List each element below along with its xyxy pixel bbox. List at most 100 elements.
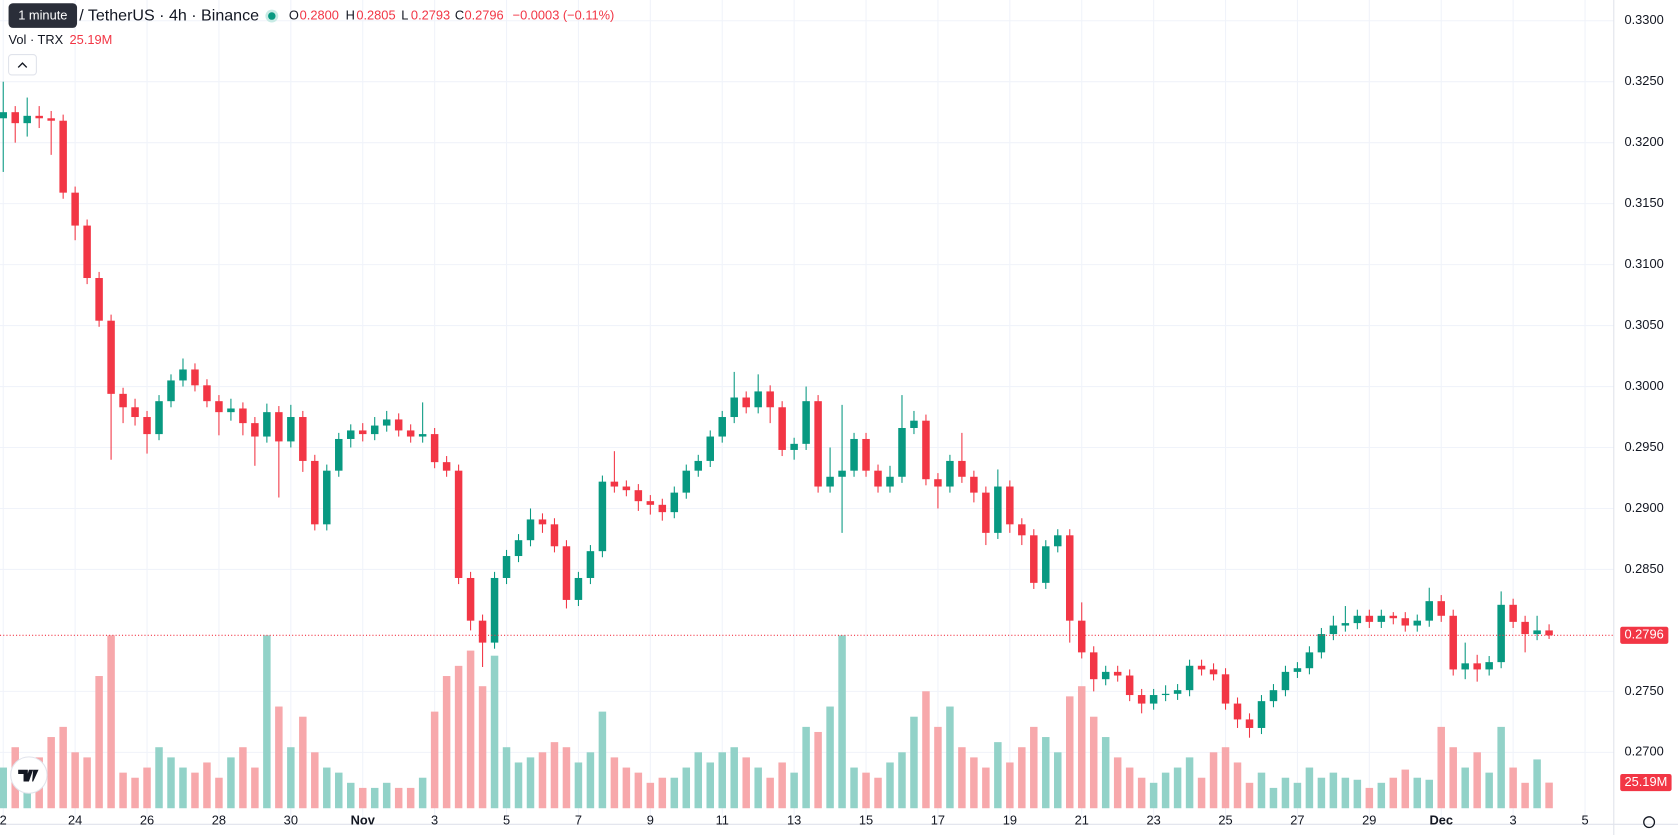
volume-bar [718, 752, 726, 809]
x-tick-label: 21 [1075, 812, 1089, 827]
candle-body [1089, 652, 1098, 680]
volume-bar [155, 747, 163, 809]
candle-body [742, 397, 750, 408]
volume-bar [994, 742, 1002, 809]
volume-bar [1293, 782, 1302, 809]
candle-body [1113, 671, 1122, 676]
volume-bar [1185, 757, 1194, 809]
candle-body [1185, 665, 1194, 691]
legend-open: 0.2800 [300, 7, 339, 22]
last-price-badge [1620, 626, 1669, 644]
volume-bar [143, 767, 151, 809]
volume-bar [730, 747, 738, 809]
candle-body [874, 470, 882, 487]
y-tick-label: 0.3150 [1624, 195, 1663, 210]
symbol-title[interactable]: / TetherUS · 4h · Binance [79, 6, 259, 24]
y-tick-label: 0.3100 [1624, 256, 1663, 271]
legend-c-label: C [455, 7, 464, 22]
candle-body [1461, 663, 1469, 670]
volume-bar [1257, 772, 1266, 809]
volume-bar [1533, 759, 1541, 809]
axes: 0.3300 0.3250 0.3200 0.3150 0.3100 0.3050 0.30… [0, 12, 1672, 827]
candle-body [1329, 625, 1338, 635]
candle-body [790, 443, 798, 450]
legend-h-label: H [346, 7, 355, 22]
candle-body [1101, 671, 1110, 680]
volume-bar [682, 767, 691, 809]
volume-bar [1245, 782, 1254, 809]
volume-bar [119, 772, 127, 809]
candle-body [167, 380, 175, 402]
volume-bar [1473, 752, 1481, 809]
volume-bar [862, 772, 870, 809]
volume-bar [95, 676, 103, 809]
candle-body [143, 417, 151, 435]
candle-body [490, 577, 499, 643]
volume-bar [982, 767, 990, 809]
candle-body [1497, 604, 1505, 663]
candle-body [622, 486, 631, 491]
volume-label: Vol · TRX [9, 32, 64, 47]
x-tick-label: 15 [859, 812, 873, 827]
candle-body [1173, 690, 1182, 694]
candle-body [1042, 546, 1050, 583]
candle-body [1006, 486, 1014, 525]
y-tick-label: 0.2700 [1624, 744, 1663, 759]
volume-bar [347, 782, 355, 809]
candle-body [1161, 693, 1170, 696]
volume-bar [1437, 726, 1445, 809]
volume-bar [1197, 777, 1206, 809]
candle-body [239, 408, 247, 424]
candle-body [814, 401, 822, 487]
volume-bar [71, 752, 79, 809]
volume-bar [263, 635, 271, 809]
volume-bar [191, 772, 199, 809]
settings-icon[interactable] [1643, 816, 1656, 829]
y-tick-label: 0.2950 [1624, 439, 1663, 454]
volume-bar [754, 767, 762, 809]
candle-body [1054, 535, 1062, 547]
volume-bar [706, 762, 714, 809]
candles [0, 81, 1614, 738]
candle-body [335, 438, 343, 471]
volume-bar [358, 787, 367, 809]
volume-bar [550, 742, 559, 809]
y-tick-label: 0.3200 [1624, 134, 1663, 149]
candle-body [1125, 675, 1134, 696]
volume-bar [1281, 777, 1290, 809]
candle-body [1233, 703, 1242, 720]
legend-change: −0.0003 (−0.11%) [513, 7, 615, 22]
candle-body [478, 620, 487, 643]
x-tick-label: 9 [647, 812, 654, 827]
x-tick-label: 24 [68, 812, 82, 827]
volume-bar [898, 752, 906, 809]
candle-body [131, 407, 139, 418]
candle-body [1149, 695, 1158, 704]
collapse-button[interactable] [8, 54, 37, 76]
volume-bar [742, 757, 750, 809]
legend-high: 0.2805 [356, 7, 395, 22]
candle-body [119, 393, 127, 408]
volume-bar [382, 782, 391, 809]
volume-value: 25.19M [70, 32, 113, 47]
volume-bar [1161, 772, 1170, 809]
candle-body [754, 391, 762, 408]
candle-body [382, 419, 391, 426]
candle-body [598, 481, 607, 552]
x-tick-label: 5 [1581, 812, 1588, 827]
candle-body [1389, 615, 1398, 619]
volume-bar [610, 757, 619, 809]
candle-body [778, 407, 786, 450]
volume-bar [203, 762, 211, 809]
volume-bar [586, 752, 595, 809]
candle-body [730, 397, 738, 418]
volume-bar [442, 676, 451, 809]
candle-body [418, 434, 427, 437]
volume-bar [167, 757, 175, 809]
candle-body [155, 401, 163, 435]
candle-body [71, 192, 79, 226]
volume-bar [622, 767, 631, 809]
volume-bar [1173, 767, 1182, 809]
volume-bar [1077, 686, 1086, 809]
